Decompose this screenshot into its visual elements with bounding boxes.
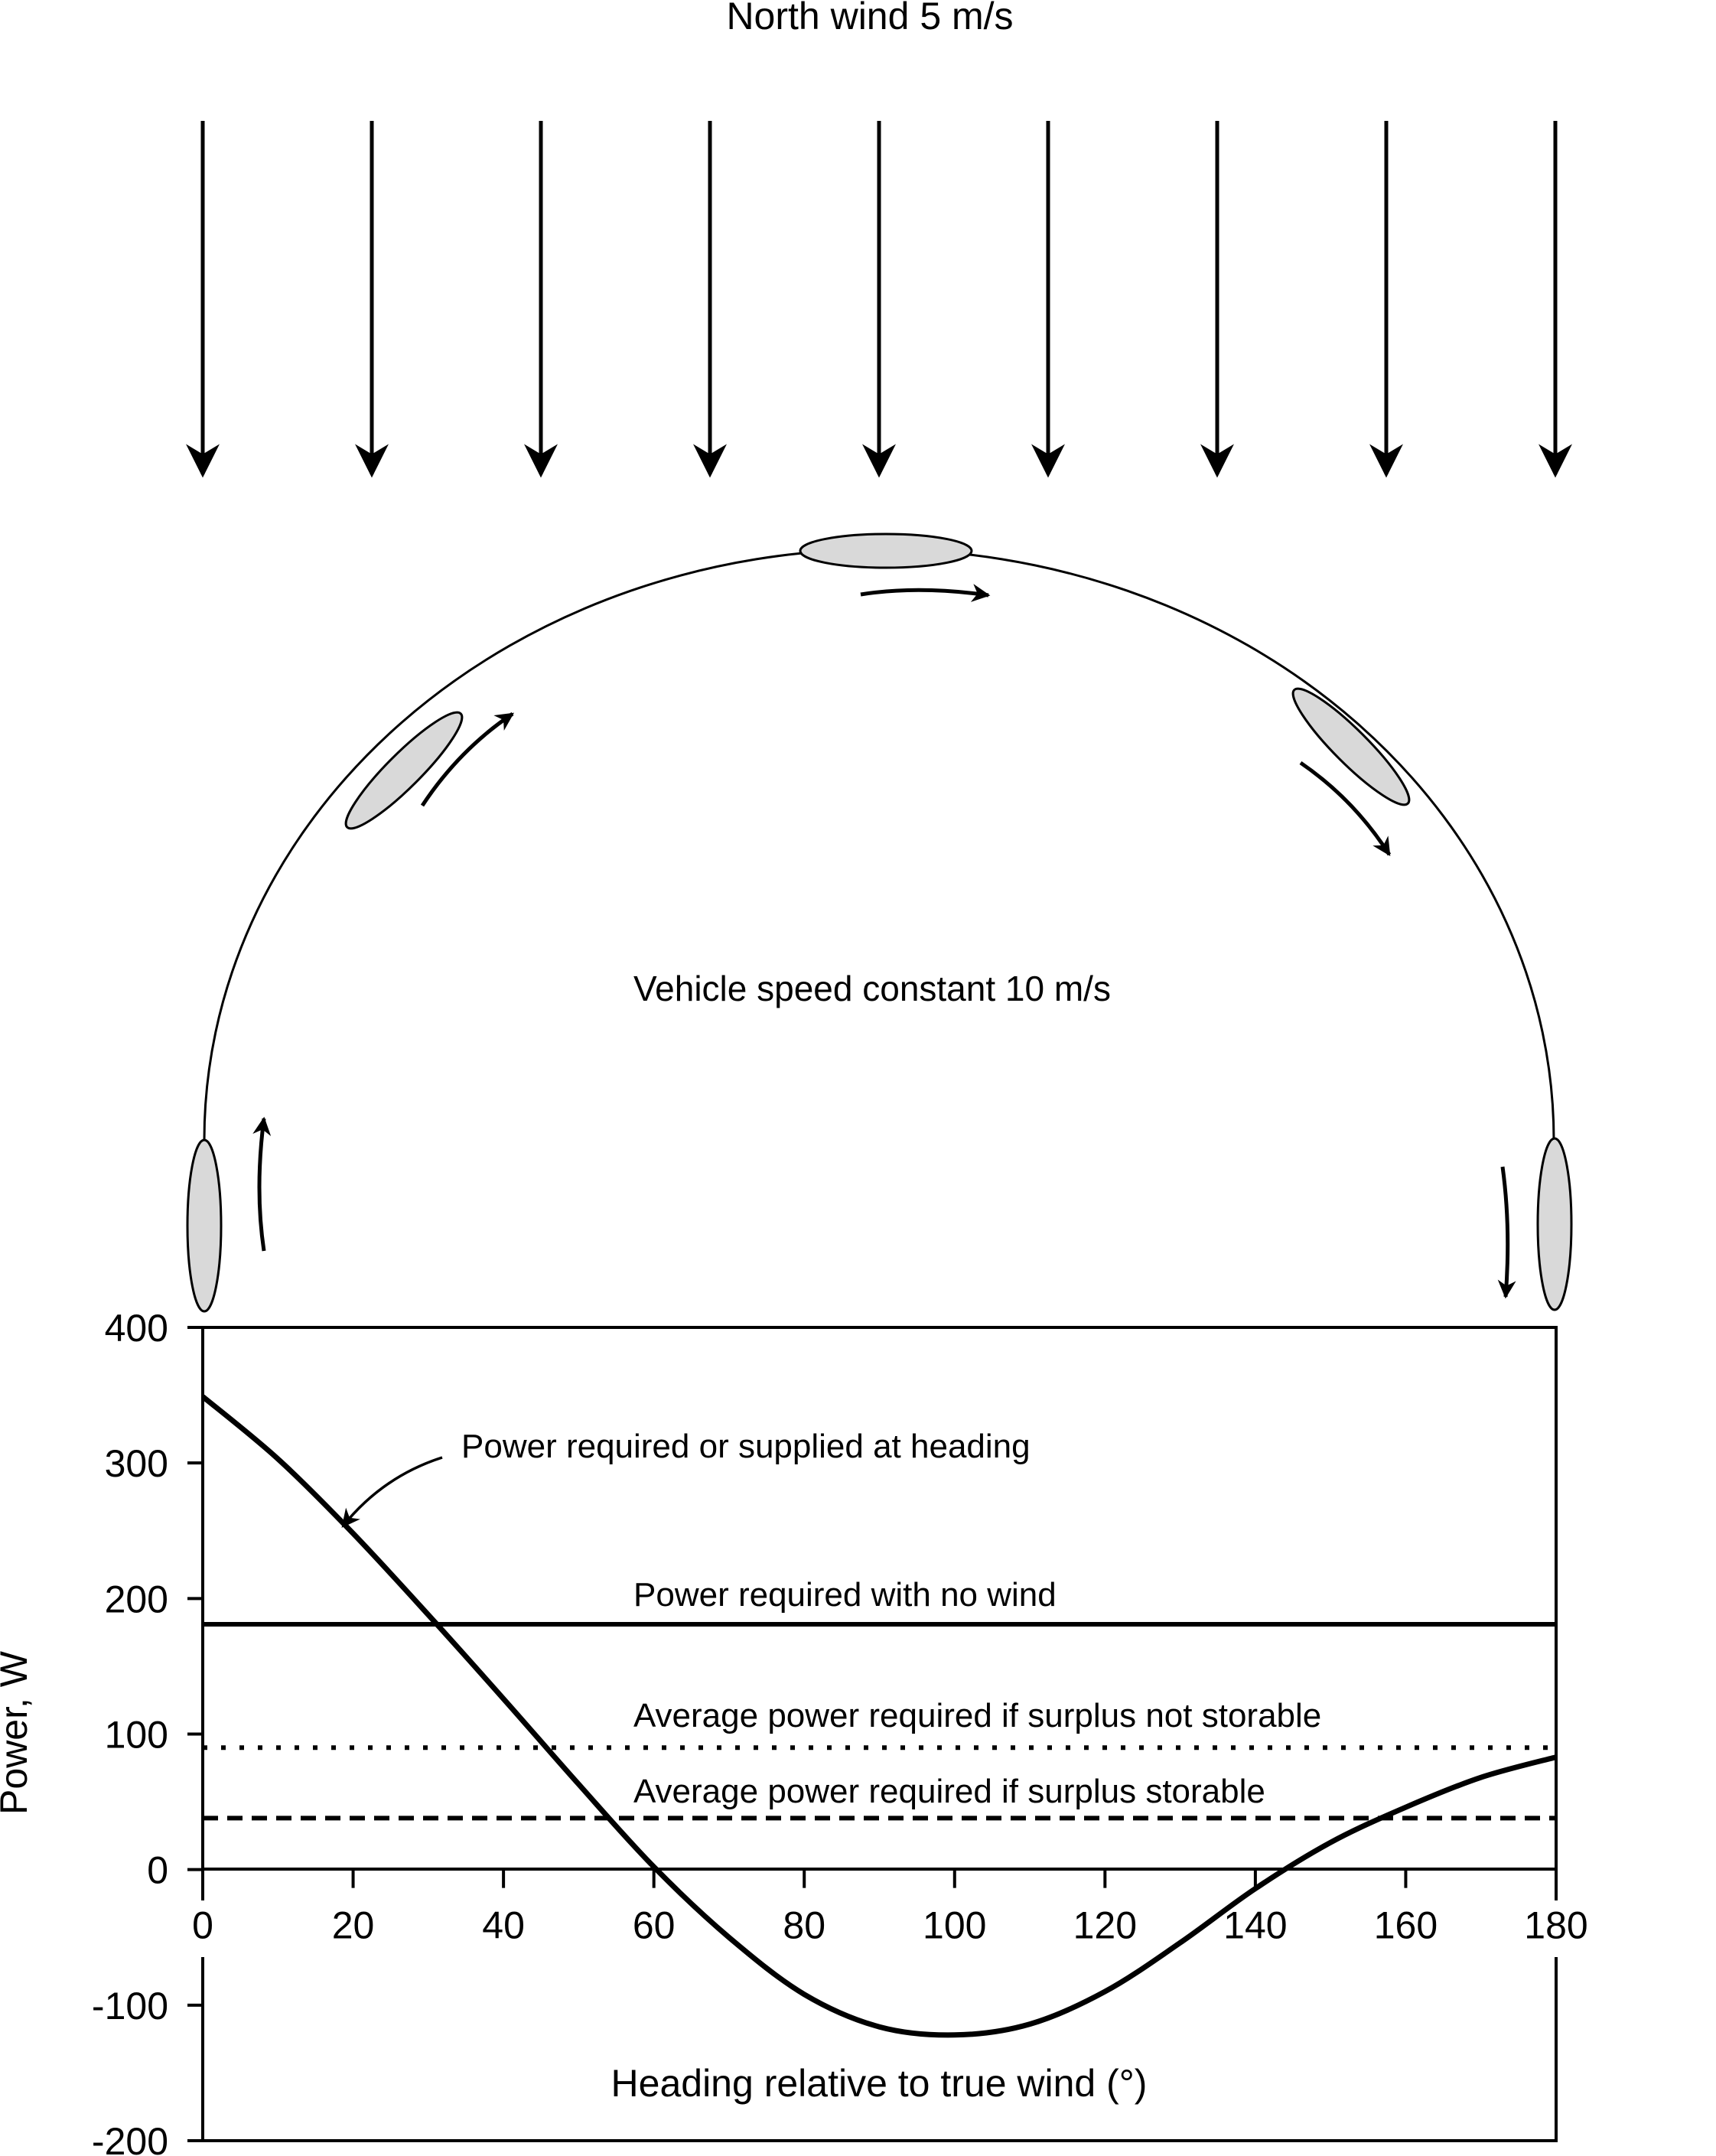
x-tick-label: 20 (332, 1904, 375, 1947)
vehicle-heading-45 (344, 711, 464, 830)
direction-arrow (420, 712, 514, 807)
annotation-not-storable: Average power required if surplus not st… (633, 1697, 1321, 1734)
x-tick-label-band (168, 1900, 1599, 1957)
y-tick-label: 300 (105, 1442, 168, 1485)
y-axis-ticks: 400 300 200 100 0 -100 -200 (92, 1307, 203, 2156)
series-line-0 (200, 1394, 1557, 2038)
vehicle-path-arc (203, 548, 1555, 1141)
y-axis-label: Power, W (0, 1650, 35, 1815)
y-tick-label: -200 (92, 2120, 168, 2156)
vehicles (186, 532, 1573, 1313)
x-tick-label: 80 (783, 1904, 825, 1947)
vehicle-heading-135 (1291, 687, 1411, 806)
annotation-no-wind: Power required with no wind (633, 1576, 1057, 1614)
vehicle-heading-180 (1536, 1137, 1573, 1311)
wind-arrows (186, 121, 1572, 478)
x-tick-label: 140 (1223, 1904, 1287, 1947)
vehicle-speed-label: Vehicle speed constant 10 m/s (633, 969, 1111, 1008)
annotation-pointer-arrow (341, 1456, 443, 1528)
x-tick-label: 180 (1524, 1904, 1587, 1947)
x-tick-label: 160 (1374, 1904, 1438, 1947)
reference-lines (203, 1622, 1556, 1821)
direction-arrow (860, 584, 991, 602)
annotation-storable: Average power required if surplus storab… (633, 1773, 1265, 1810)
x-tick-label: 100 (923, 1904, 986, 1947)
y-tick-label: -100 (92, 1985, 168, 2027)
y-tick-label: 0 (147, 1849, 168, 1892)
x-tick-label: 120 (1073, 1904, 1137, 1947)
chart: 400 300 200 100 0 -100 -200 0 20 40 60 80 100 120 140… (0, 1307, 1599, 2156)
x-axis-label: Heading relative to true wind (°) (611, 2062, 1148, 2105)
wind-label: North wind 5 m/s (726, 0, 1013, 37)
x-axis-ticks: 0 20 40 60 80 100 120 140 160 180 (192, 1869, 1588, 1947)
y-tick-label: 100 (105, 1714, 168, 1757)
y-tick-label: 200 (105, 1578, 168, 1620)
direction-arrow (1299, 760, 1392, 857)
vehicle-heading-90 (799, 532, 973, 569)
series-lines (200, 1394, 1557, 2038)
y-tick-label: 400 (105, 1307, 168, 1350)
x-tick-label: 0 (192, 1904, 213, 1947)
direction-arrows (252, 584, 1516, 1299)
x-tick-label: 60 (633, 1904, 676, 1947)
direction-arrow (252, 1116, 272, 1252)
x-tick-label: 40 (482, 1904, 525, 1947)
vehicle-heading-0 (186, 1138, 223, 1313)
direction-arrow (1497, 1166, 1516, 1299)
annotation-power-at-heading: Power required or supplied at heading (461, 1428, 1031, 1465)
